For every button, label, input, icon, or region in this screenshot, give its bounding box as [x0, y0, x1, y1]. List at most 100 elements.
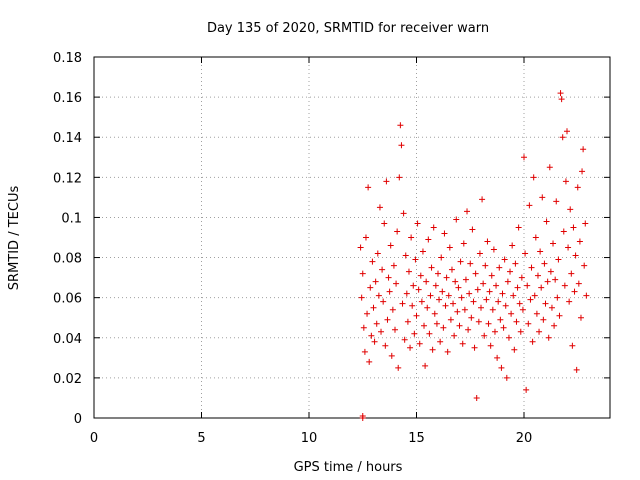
data-point — [469, 226, 476, 233]
data-point — [467, 260, 474, 267]
y-tick-label: 0.18 — [53, 51, 82, 66]
data-point — [545, 334, 552, 341]
data-point — [451, 332, 458, 339]
data-point — [479, 196, 486, 203]
y-tick-label: 0.1 — [61, 211, 82, 226]
data-point — [480, 280, 487, 287]
data-point — [374, 250, 381, 257]
data-point — [536, 328, 543, 335]
data-point — [503, 374, 510, 381]
data-point — [444, 348, 451, 355]
data-point — [564, 128, 570, 135]
data-point — [528, 264, 535, 271]
data-point — [510, 292, 517, 299]
data-point — [573, 366, 580, 373]
data-point — [358, 294, 365, 301]
x-tick-label: 20 — [516, 431, 533, 446]
data-point — [459, 340, 466, 347]
y-tick-label: 0.04 — [53, 332, 82, 347]
data-point — [409, 302, 416, 309]
data-point — [508, 310, 515, 317]
data-point — [438, 254, 445, 261]
data-point — [408, 234, 415, 241]
data-point — [461, 306, 468, 313]
data-point — [458, 294, 465, 301]
data-point — [512, 260, 519, 267]
data-point — [511, 346, 518, 353]
chart-title: Day 135 of 2020, SRMTID for receiver war… — [207, 21, 489, 36]
data-point — [450, 300, 457, 307]
data-point — [495, 298, 502, 305]
data-point — [582, 220, 589, 227]
data-point — [378, 328, 385, 335]
data-point — [417, 272, 424, 279]
data-point — [411, 330, 418, 337]
data-point — [405, 268, 412, 275]
data-point — [364, 310, 371, 317]
data-point — [551, 322, 558, 329]
data-point — [400, 210, 407, 217]
data-point — [394, 228, 401, 235]
data-point — [423, 278, 430, 285]
y-axis-label: SRMTID / TECUs — [7, 186, 22, 291]
data-point — [441, 230, 448, 237]
data-point — [521, 154, 527, 161]
data-point — [360, 324, 367, 331]
data-point — [499, 290, 506, 297]
data-point — [396, 174, 403, 181]
data-point — [526, 202, 533, 209]
data-point — [371, 338, 378, 345]
data-point — [446, 244, 453, 251]
data-point — [534, 272, 541, 279]
data-point — [395, 364, 402, 371]
data-point — [471, 344, 478, 351]
data-point — [575, 280, 582, 287]
x-tick-label: 15 — [408, 431, 425, 446]
data-point — [488, 272, 495, 279]
data-point — [447, 316, 454, 323]
data-point — [436, 296, 443, 303]
data-point — [365, 184, 372, 191]
data-point — [491, 328, 498, 335]
data-point — [516, 300, 523, 307]
data-point — [462, 276, 469, 283]
data-point — [561, 282, 568, 289]
data-point — [497, 316, 504, 323]
data-point — [468, 314, 475, 321]
data-point — [359, 412, 366, 419]
data-point — [517, 328, 524, 335]
data-point — [437, 338, 444, 345]
data-point — [565, 244, 572, 251]
data-point — [553, 198, 560, 205]
data-point — [543, 218, 550, 225]
data-point — [424, 304, 431, 311]
data-point — [583, 292, 590, 299]
data-point — [386, 288, 393, 295]
plot-frame — [93, 56, 611, 419]
data-point — [540, 316, 547, 323]
data-point — [413, 312, 420, 319]
data-point — [410, 282, 417, 289]
data-point — [500, 324, 507, 331]
data-point — [501, 256, 508, 263]
data-point — [527, 296, 534, 303]
data-point — [530, 174, 537, 181]
y-tick-label: 0.12 — [53, 171, 82, 186]
data-point — [525, 320, 532, 327]
data-point — [456, 322, 463, 329]
data-point — [523, 386, 530, 393]
data-point — [392, 326, 398, 333]
data-point — [376, 204, 383, 211]
data-point — [379, 266, 386, 273]
data-point — [574, 184, 581, 191]
data-point — [385, 274, 392, 281]
grid-lines — [94, 57, 610, 418]
data-point — [448, 266, 455, 273]
data-point — [529, 338, 536, 345]
data-point — [401, 336, 408, 343]
data-point — [452, 278, 459, 285]
data-point — [443, 274, 450, 281]
data-point — [393, 280, 400, 287]
data-point — [580, 146, 587, 153]
